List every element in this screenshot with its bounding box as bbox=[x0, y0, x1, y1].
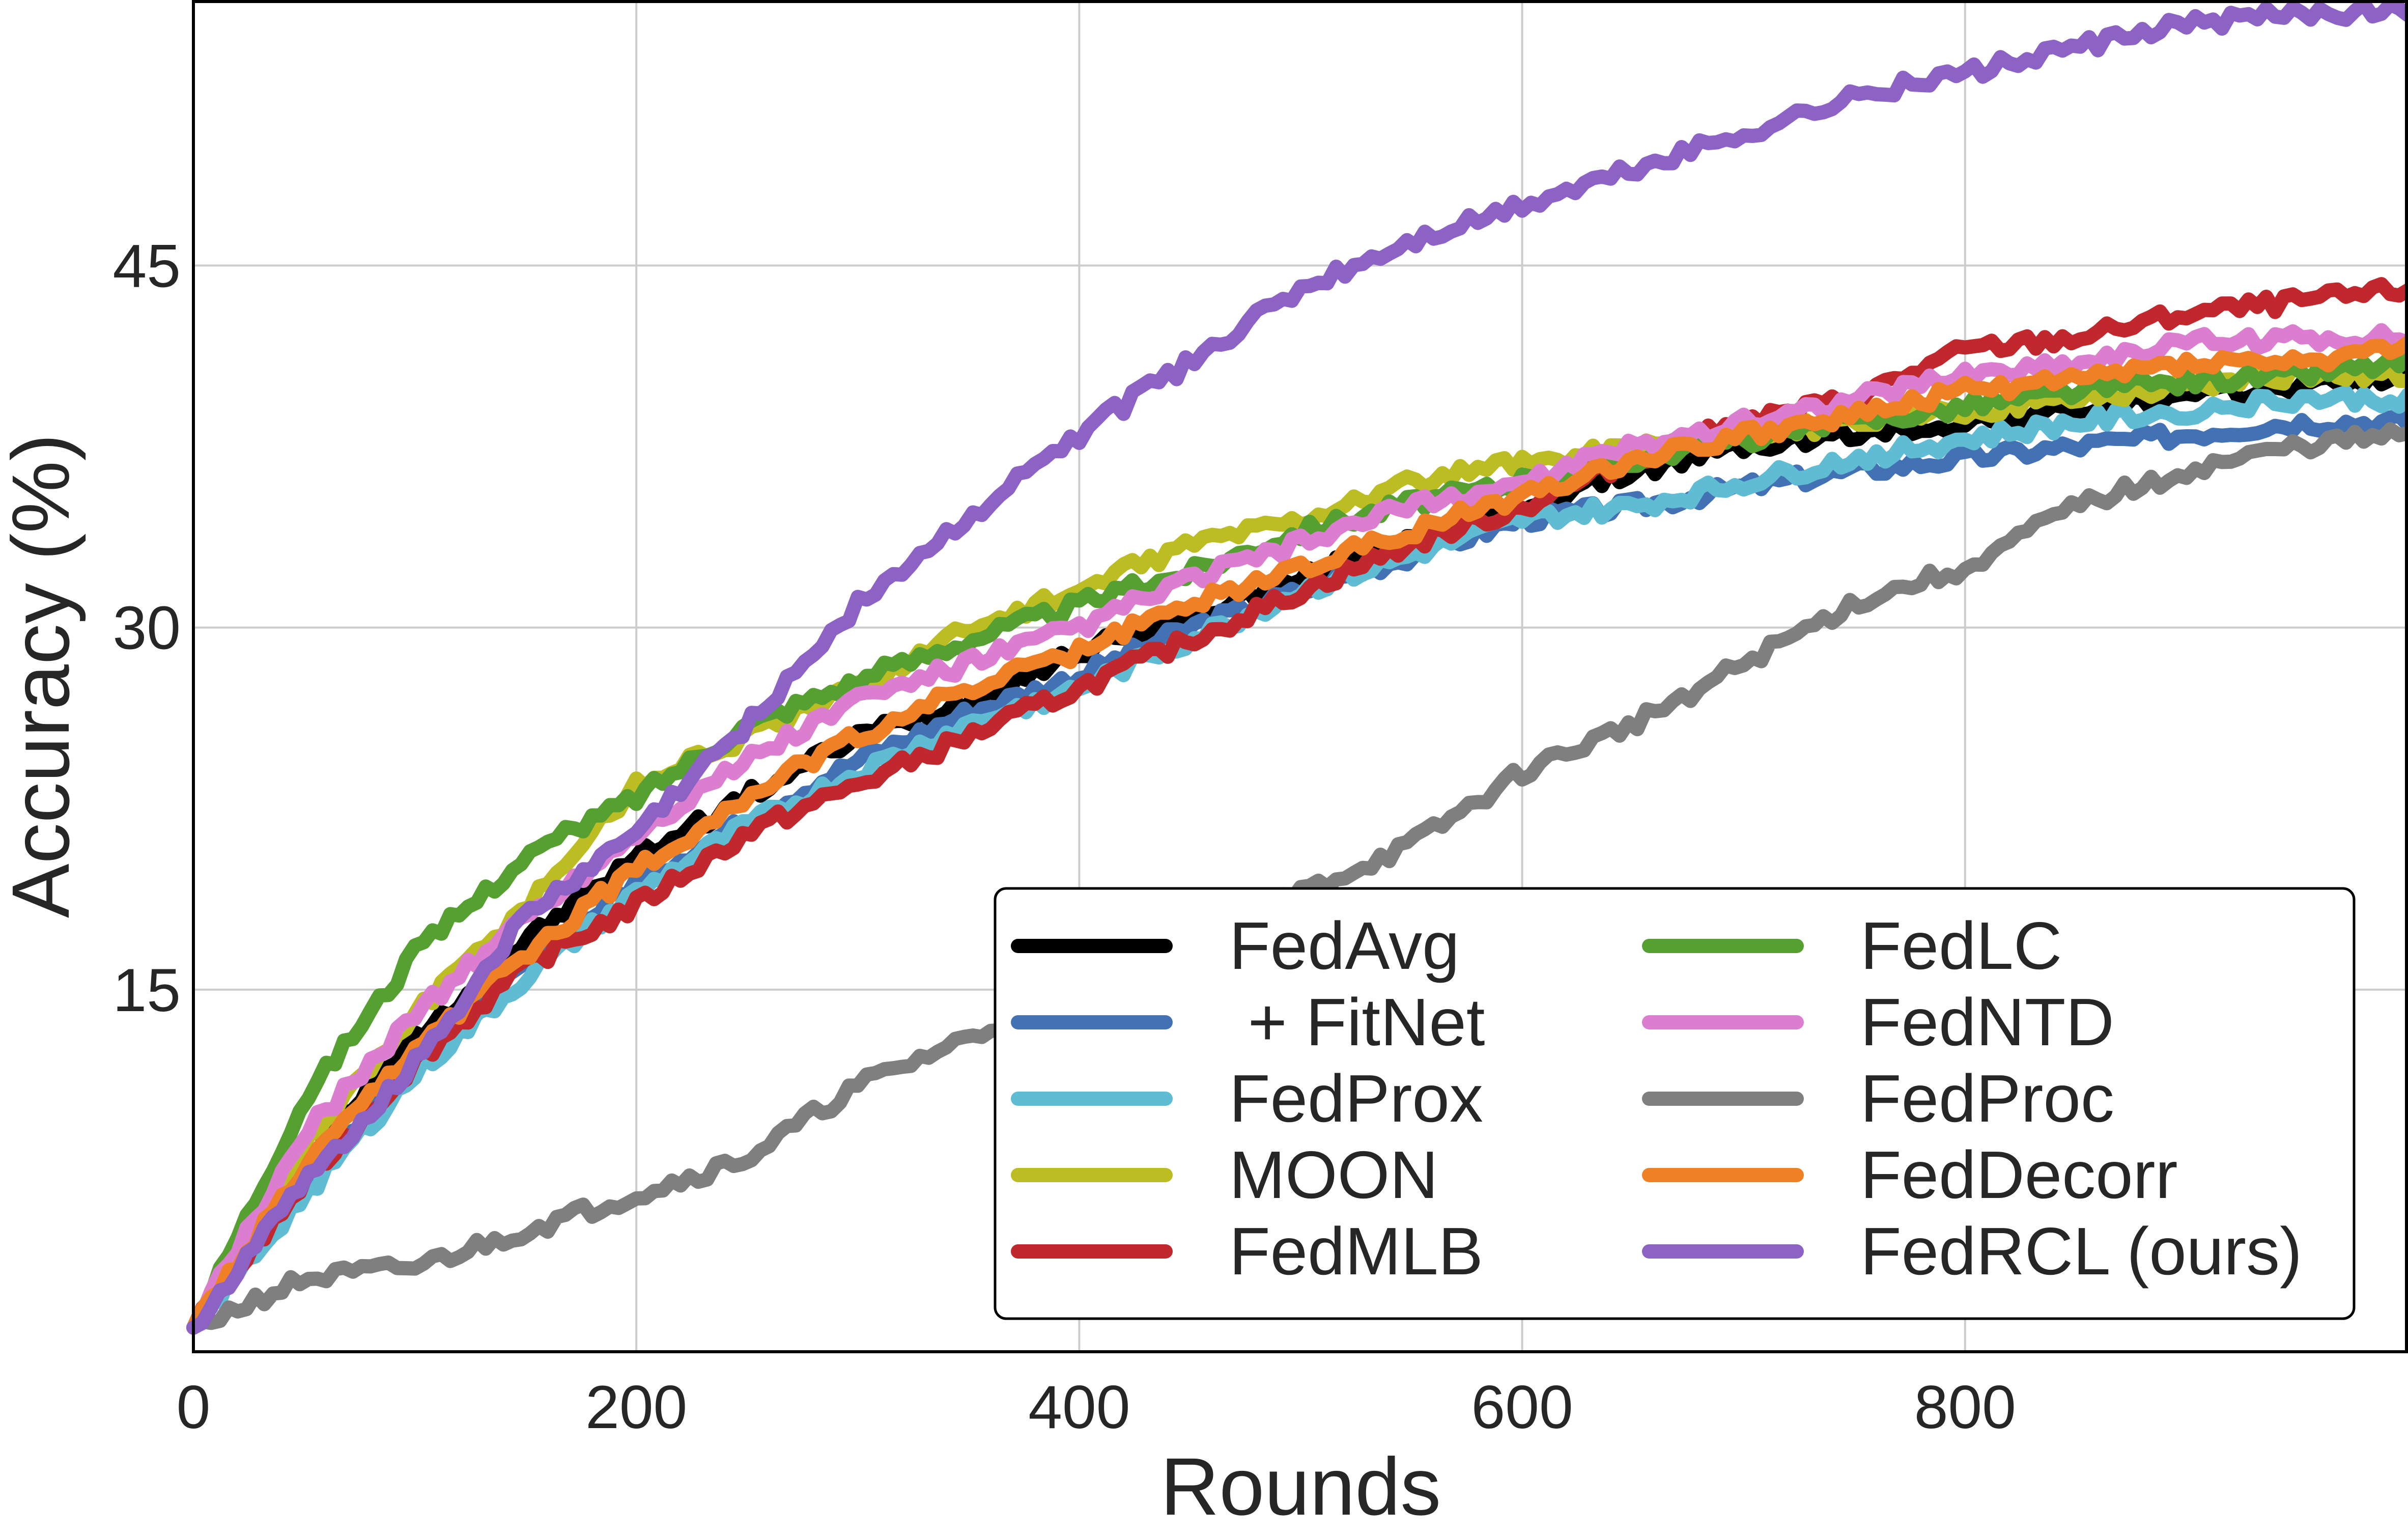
y-tick-label: 45 bbox=[113, 232, 181, 300]
x-tick-labels: 0 200 400 600 800 bbox=[177, 1373, 2016, 1441]
series-line-feddecorr bbox=[186, 335, 2408, 1335]
legend-label-fedntd: FedNTD bbox=[1860, 985, 2114, 1059]
legend-label-feddecorr: FedDecorr bbox=[1860, 1137, 2178, 1212]
x-tick-label: 200 bbox=[585, 1373, 687, 1441]
y-tick-label: 15 bbox=[113, 956, 181, 1024]
y-axis-label: Accuracy (%) bbox=[0, 434, 86, 918]
x-tick-label: 600 bbox=[1471, 1373, 1573, 1441]
legend-label-fedavg: FedAvg bbox=[1229, 908, 1460, 983]
plot-frame bbox=[192, 0, 2408, 1353]
series-line-fedavg bbox=[186, 358, 2408, 1335]
legend-label-fitnet: + FitNet bbox=[1229, 985, 1485, 1059]
legend-label-fedlc: FedLC bbox=[1860, 908, 2062, 983]
x-tick-label: 400 bbox=[1028, 1373, 1130, 1441]
x-axis-label: Rounds bbox=[1160, 1441, 1441, 1532]
series-group bbox=[186, 0, 2408, 1335]
legend: FedAvg + FitNetFedProxMOONFedMLBFedLCFed… bbox=[994, 887, 2356, 1320]
series-line-fedmlb bbox=[186, 277, 2408, 1335]
legend-label-moon: MOON bbox=[1229, 1137, 1438, 1212]
legend-label-fedrcl-ours: FedRCL (ours) bbox=[1860, 1214, 2302, 1289]
legend-label-fedprox: FedProx bbox=[1229, 1061, 1483, 1136]
series-line-fedrcl-ours bbox=[186, 0, 2408, 1335]
y-tick-label: 30 bbox=[113, 594, 181, 662]
x-tick-label: 0 bbox=[177, 1373, 211, 1441]
legend-label-fedmlb: FedMLB bbox=[1229, 1214, 1483, 1289]
legend-label-fedproc: FedProc bbox=[1860, 1061, 2114, 1136]
series-line-fedproc bbox=[186, 422, 2408, 1335]
y-tick-labels: 15 30 45 bbox=[113, 232, 181, 1024]
x-tick-label: 800 bbox=[1914, 1373, 2016, 1441]
